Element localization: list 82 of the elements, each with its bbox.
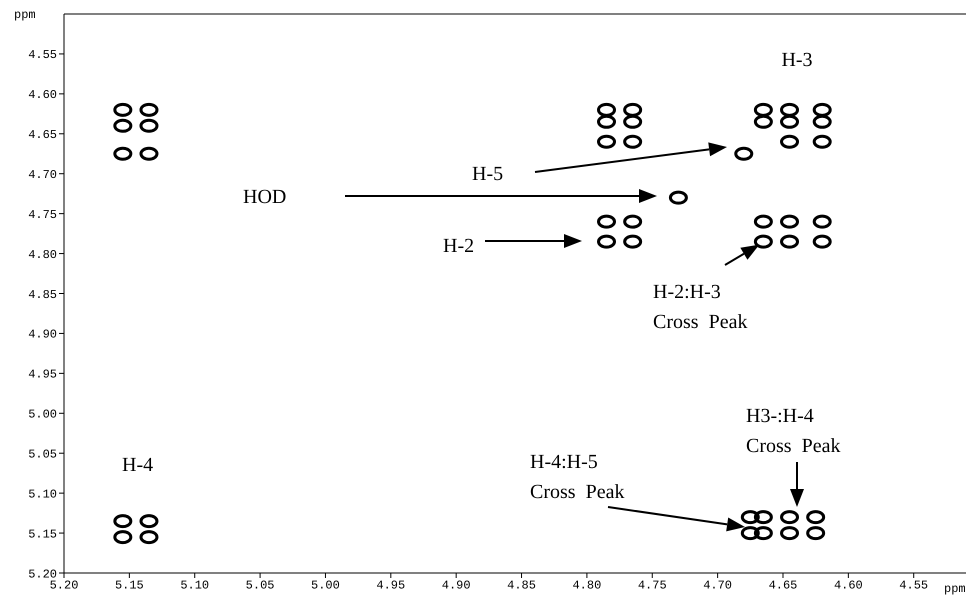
x-tick-label: 5.15 [114,578,144,593]
point [812,234,832,249]
x-axis-title: ppm [944,582,966,596]
point [139,102,158,117]
y-tick-label: 4.95 [28,368,57,382]
y-tick-label: 5.15 [28,527,57,542]
x-tick-label: 4.55 [899,578,928,593]
y-tick-label: 5.00 [28,408,57,422]
x-tick-label: 4.90 [442,578,471,593]
y-axis-title: ppm [14,8,36,22]
point [597,214,616,229]
point [734,146,754,161]
point [623,134,642,149]
point [113,530,132,544]
annotation: HOD [243,186,286,208]
x-tick-label: 4.85 [507,578,536,593]
point [623,114,642,129]
annotation: H-3 [781,49,813,71]
annotation: H-5 [472,163,504,185]
point [806,510,826,524]
point [139,530,158,544]
point [139,514,158,528]
point [754,526,773,540]
y-tick-label: 4.70 [28,168,57,182]
point [780,526,800,540]
x-tick-label: 4.95 [376,578,406,593]
point [623,214,642,229]
point [812,134,832,149]
y-tick-label: 5.05 [28,447,57,462]
point [597,134,616,149]
point [806,526,826,540]
annotation: H-4:H-5 Cross Peak [530,451,624,503]
y-tick-label: 5.20 [28,567,57,582]
point [623,234,642,249]
point [754,114,773,129]
point [754,214,773,229]
point [740,510,760,524]
point [597,234,616,249]
point [812,114,832,129]
annotation: H-2:H-3 Cross Peak [653,281,748,333]
x-tick-label: 4.70 [703,578,732,593]
point [623,102,642,117]
point [754,510,773,524]
y-tick-label: 4.65 [28,128,57,142]
point [780,214,800,229]
point [139,118,158,133]
point [113,118,132,133]
point [780,114,800,129]
x-tick-label: 4.80 [572,578,602,593]
y-tick-label: 4.75 [28,208,57,222]
y-tick-label: 5.10 [28,487,57,502]
point [139,146,158,161]
point [668,190,688,205]
point [113,102,132,117]
annotation: H-2 [443,235,474,257]
y-tick-label: 4.85 [28,288,57,302]
x-tick-label: 5.10 [180,578,210,593]
point [780,134,800,149]
x-tick-label: 5.05 [246,578,274,593]
y-tick-label: 4.60 [28,88,57,102]
annotation: H-4 [122,454,154,476]
point [113,514,132,528]
x-tick-label: 5.20 [50,578,78,593]
point [780,510,800,524]
point [754,234,773,249]
point [597,114,616,129]
point [780,234,800,249]
annotation: H3-:H-4 Cross Peak [746,405,840,457]
point [812,102,832,117]
point [740,526,760,540]
point [812,214,832,229]
point [597,102,616,117]
y-tick-label: 4.80 [28,248,57,262]
point [780,102,800,117]
point [754,102,773,117]
x-tick-label: 5.00 [311,578,340,593]
y-tick-label: 4.55 [28,48,57,62]
x-tick-label: 4.60 [834,578,863,593]
y-tick-label: 4.90 [28,328,57,342]
x-tick-label: 4.75 [638,578,667,593]
x-tick-label: 4.65 [768,578,798,593]
point [113,146,132,161]
